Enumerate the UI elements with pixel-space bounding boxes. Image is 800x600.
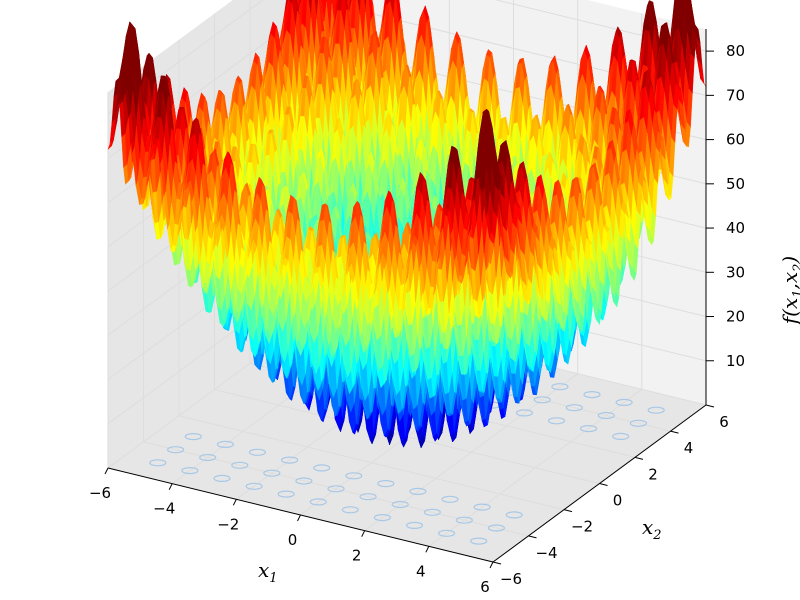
contour-ring (612, 432, 630, 440)
contour-ring (345, 472, 363, 480)
contour-ring (245, 482, 263, 490)
contour-ring (377, 480, 395, 488)
contour-ring (149, 459, 167, 467)
contour-ring (359, 493, 377, 501)
contour-ring (647, 406, 665, 414)
contour-ring (281, 456, 299, 464)
contour-ring (547, 417, 566, 425)
contour-ring (313, 464, 331, 472)
contour-ring (438, 529, 456, 537)
contour-ring (199, 453, 217, 462)
contour-ring (184, 433, 202, 441)
contour-ring (181, 467, 199, 475)
contour-ring (597, 411, 615, 420)
contour-ring (455, 516, 473, 524)
contour-ring (327, 485, 345, 493)
contour-ring (551, 383, 569, 391)
contour-ring (295, 477, 313, 485)
contour-ring (423, 508, 441, 516)
grid-line-z (107, 0, 707, 115)
contour-ring (470, 537, 488, 545)
contour-ring (579, 425, 598, 433)
contour-ring (533, 396, 551, 404)
contour-ring (487, 524, 505, 532)
contour-ring (277, 490, 295, 498)
contour-ring (505, 511, 523, 519)
contour-ring (629, 419, 648, 427)
contour-ring (309, 498, 327, 506)
contour-ring (405, 521, 424, 530)
surface (107, 0, 707, 449)
contour-ring (373, 513, 391, 522)
contour-ring (473, 503, 491, 511)
contour-ring (213, 474, 231, 482)
contour-ring (515, 409, 534, 417)
contour-ring (615, 398, 633, 406)
contour-ring (341, 506, 359, 514)
contour-ring (583, 391, 601, 399)
contour-ring (565, 404, 583, 412)
contour-ring (167, 446, 185, 454)
contour-ring (263, 469, 281, 477)
contour-ring (441, 495, 459, 503)
contour-ring (391, 500, 409, 509)
contour-ring (216, 440, 234, 448)
contour-ring (409, 487, 427, 495)
contour-ring (248, 448, 267, 456)
contour-ring (231, 461, 249, 469)
